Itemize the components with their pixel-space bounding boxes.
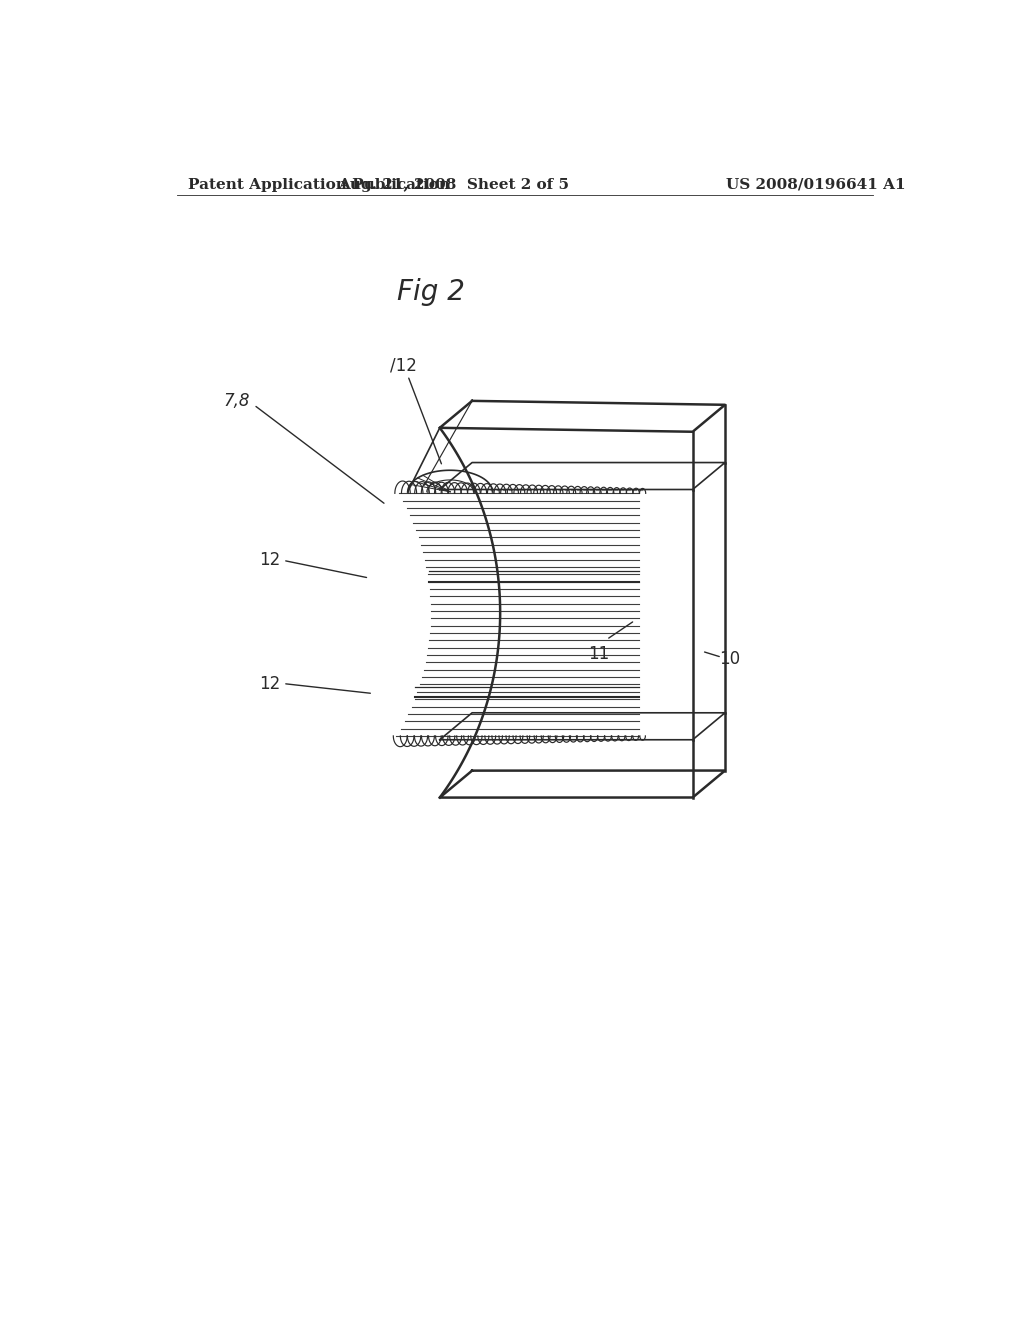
Text: 10: 10 (719, 649, 740, 668)
Text: 7,8: 7,8 (223, 392, 250, 411)
Text: 12: 12 (259, 675, 281, 693)
Text: US 2008/0196641 A1: US 2008/0196641 A1 (726, 178, 905, 191)
Text: 12: 12 (259, 552, 281, 569)
Text: Fig 2: Fig 2 (397, 277, 465, 306)
Text: Patent Application Publication: Patent Application Publication (188, 178, 451, 191)
Text: Aug. 21, 2008  Sheet 2 of 5: Aug. 21, 2008 Sheet 2 of 5 (339, 178, 569, 191)
Text: 11: 11 (588, 645, 609, 663)
Text: /12: /12 (390, 356, 418, 374)
